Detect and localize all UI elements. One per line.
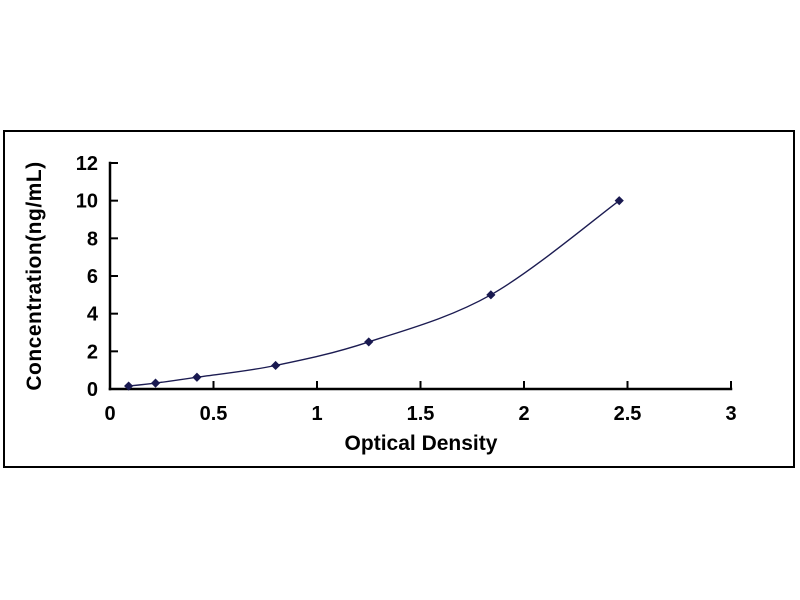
axes-layer: 0 0.5 1 1.5 2 2.5 3 0 2 4 6 8 10 12	[76, 153, 737, 425]
data-point-marker	[150, 378, 161, 388]
x-tick-label: 2	[518, 403, 529, 425]
y-tick-label: 12	[76, 153, 98, 175]
x-tick-label: 0.5	[200, 403, 228, 425]
y-tick-label: 2	[87, 341, 98, 363]
y-tick-label: 6	[87, 266, 98, 288]
x-tick-label: 0	[104, 403, 115, 425]
y-tick-label: 0	[87, 379, 98, 401]
x-tick-label: 1	[311, 403, 322, 425]
data-point-marker	[486, 290, 496, 300]
x-axis-title: Optical Density	[345, 432, 498, 455]
data-point-marker	[364, 337, 374, 347]
x-tick-label: 1.5	[407, 403, 435, 425]
x-tick-label: 3	[725, 403, 736, 425]
y-tick-label: 10	[76, 191, 98, 213]
y-axis-title: Concentration(ng/mL)	[23, 161, 46, 390]
x-tick-label: 2.5	[614, 403, 642, 425]
chart-frame: 0 0.5 1 1.5 2 2.5 3 0 2 4 6 8 10 12 Optical Density C…	[3, 130, 795, 468]
y-tick-label: 8	[87, 228, 98, 250]
curve-series	[124, 196, 624, 391]
standard-curve-plot: 0 0.5 1 1.5 2 2.5 3 0 2 4 6 8 10 12 Optical Density C…	[23, 153, 737, 455]
data-point-marker	[271, 360, 281, 371]
data-point-marker	[614, 196, 624, 206]
y-tick-label: 4	[87, 304, 99, 326]
data-point-marker	[192, 372, 202, 382]
data-point-marker	[124, 381, 134, 391]
standard-curve-line	[128, 200, 620, 387]
